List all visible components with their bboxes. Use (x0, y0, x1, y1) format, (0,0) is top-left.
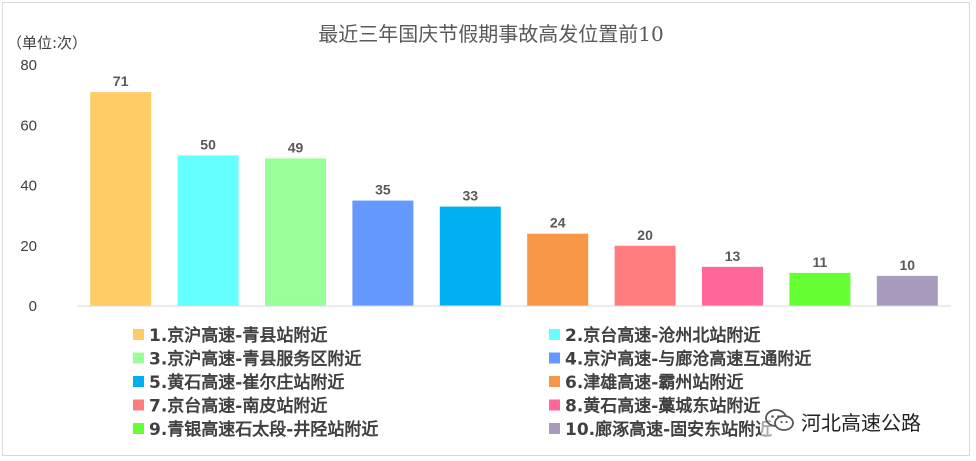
bar (614, 245, 676, 306)
data-label: 24 (550, 215, 566, 231)
legend-swatch (549, 399, 560, 411)
data-label: 13 (725, 248, 741, 264)
data-label: 33 (463, 188, 479, 204)
legend-swatch (133, 399, 144, 411)
legend-swatch (549, 329, 560, 340)
unit-label: （单位:次） (7, 34, 87, 52)
legend-swatch (133, 376, 144, 387)
y-tick-label: 20 (20, 238, 37, 255)
legend-swatch (549, 352, 560, 364)
bar (527, 233, 589, 306)
y-tick-label: 0 (29, 298, 37, 315)
legend-swatch (549, 376, 560, 387)
chart-frame: 最近三年国庆节假期事故高发位置前10 （单位:次） 0 20 40 60 80 71 50… (2, 2, 970, 456)
legend-entry: 4.京沪高速-与廊沧高速互通附近 (565, 349, 811, 370)
bar (265, 158, 326, 306)
legend-swatch (133, 423, 144, 434)
data-label: 50 (200, 136, 216, 152)
bars-group: 71 50 49 35 33 24 20 13 11 10 (90, 73, 938, 306)
legend-entry: 7.京台高速-南皮站附近 (149, 396, 327, 417)
data-label: 10 (900, 257, 916, 273)
legend-swatch (549, 423, 560, 434)
data-label: 11 (812, 254, 827, 270)
watermark-text: 河北高速公路 (801, 410, 921, 435)
legend-swatch (133, 352, 144, 364)
y-axis: 0 20 40 60 80 (20, 57, 37, 315)
bar (352, 200, 414, 306)
legend-entry: 3.京沪高速-青县服务区附近 (149, 349, 361, 370)
bar-chart: 最近三年国庆节假期事故高发位置前10 （单位:次） 0 20 40 60 80 71 50… (7, 22, 951, 440)
legend-entry: 9.青银高速石太段-井陉站附近 (149, 419, 378, 440)
bar (177, 155, 239, 306)
data-label: 35 (375, 182, 391, 198)
legend-entry: 6.津雄高速-霸州站附近 (565, 372, 743, 393)
data-label: 20 (637, 227, 653, 243)
bar (876, 275, 938, 306)
bar (439, 206, 501, 306)
watermark: 河北高速公路 (761, 406, 925, 436)
legend-entry: 1.京沪高速-青县站附近 (149, 325, 327, 346)
data-label: 49 (288, 139, 304, 155)
data-label: 71 (113, 73, 129, 89)
legend: 1.京沪高速-青县站附近 2.京台高速-沧州北站附近 3.京沪高速-青县服务区附近 4… (133, 325, 811, 440)
wechat-icon (765, 409, 794, 431)
bar (702, 266, 763, 306)
y-tick-label: 60 (20, 117, 37, 134)
legend-entry: 2.京台高速-沧州北站附近 (565, 325, 760, 346)
bar (789, 272, 851, 306)
y-tick-label: 40 (20, 178, 37, 195)
legend-entry: 8.黄石高速-藁城东站附近 (565, 396, 760, 417)
chart-title: 最近三年国庆节假期事故高发位置前10 (318, 22, 663, 46)
y-tick-label: 80 (20, 57, 37, 74)
bar (90, 92, 152, 306)
legend-entry: 5.黄石高速-崔尔庄站附近 (149, 372, 344, 393)
legend-swatch (133, 329, 144, 340)
legend-entry: 10.廊涿高速-固安东站附近 (565, 419, 772, 440)
